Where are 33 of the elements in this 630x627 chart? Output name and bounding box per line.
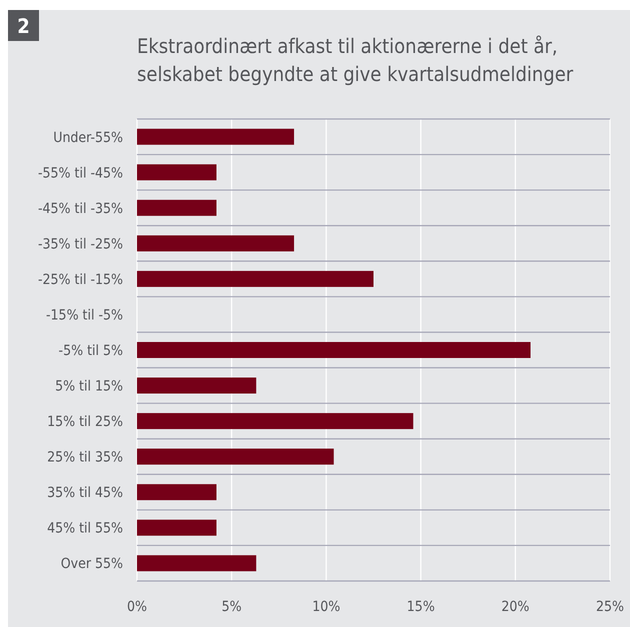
bar xyxy=(137,270,374,287)
y-tick-label: Under-55% xyxy=(53,130,124,146)
bar xyxy=(137,164,216,180)
y-tick-label: -25% til -15% xyxy=(38,272,124,288)
y-tick-label: -15% til -5% xyxy=(46,307,124,324)
y-tick-label: 5% til 15% xyxy=(55,378,124,395)
bar xyxy=(137,413,414,430)
x-tick-label: 15% xyxy=(406,599,435,615)
bar xyxy=(137,342,531,358)
y-tick-label: 25% til 35% xyxy=(47,450,124,466)
bar xyxy=(137,520,216,536)
bar xyxy=(137,378,256,394)
y-tick-label: 15% til 25% xyxy=(47,414,124,430)
bar xyxy=(137,200,216,216)
y-tick-label: 45% til 55% xyxy=(47,520,124,537)
y-tick-label: -55% til -45% xyxy=(38,165,124,182)
x-tick-label: 10% xyxy=(312,599,340,615)
y-tick-label: -45% til -35% xyxy=(38,200,124,217)
y-tick-label: -5% til 5% xyxy=(58,343,124,359)
bar xyxy=(137,128,294,145)
bar xyxy=(137,235,294,252)
y-tick-label: Over 55% xyxy=(60,556,124,572)
text: 2 xyxy=(17,14,30,38)
bar xyxy=(137,555,256,572)
y-tick-label: -35% til -25% xyxy=(38,236,124,252)
x-tick-label: 0% xyxy=(127,599,148,615)
bar xyxy=(137,448,334,465)
x-tick-label: 25% xyxy=(596,599,624,615)
y-tick-label: 35% til 45% xyxy=(47,485,124,502)
bar xyxy=(137,484,216,500)
chart-title: Ekstraordinært afkast til aktionærerne i det år, selskabet begyndte at give kvartalsudmeldinger xyxy=(137,34,574,86)
x-tick-label: 20% xyxy=(501,599,530,615)
x-tick-label: 5% xyxy=(222,599,242,615)
